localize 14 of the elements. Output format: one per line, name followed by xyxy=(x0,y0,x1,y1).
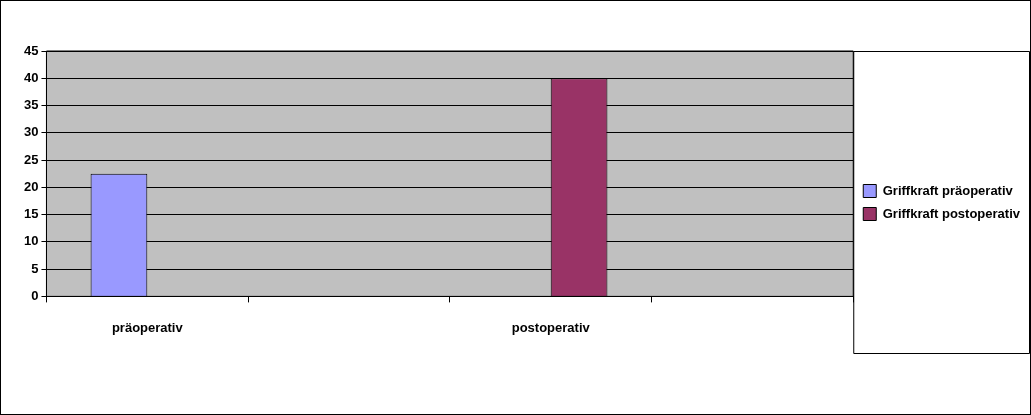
y-tick-label: 15 xyxy=(23,206,39,222)
x-tick-label: präoperativ xyxy=(111,319,184,335)
y-tick-label: 20 xyxy=(23,178,39,194)
y-tick-label: 25 xyxy=(23,151,39,167)
legend-label: Griffkraft präoperativ xyxy=(882,182,1014,198)
x-tick-label: postoperativ xyxy=(511,319,591,335)
y-tick-label: 5 xyxy=(31,260,39,276)
y-tick-label: 10 xyxy=(23,233,39,249)
y-tick-label: 45 xyxy=(23,42,39,58)
y-tick-label: 40 xyxy=(23,69,39,85)
legend-label: Griffkraft postoperativ xyxy=(882,205,1021,221)
y-tick-label: 0 xyxy=(31,287,39,303)
y-tick-label: 30 xyxy=(23,124,39,140)
y-tick-label: 35 xyxy=(23,97,39,113)
